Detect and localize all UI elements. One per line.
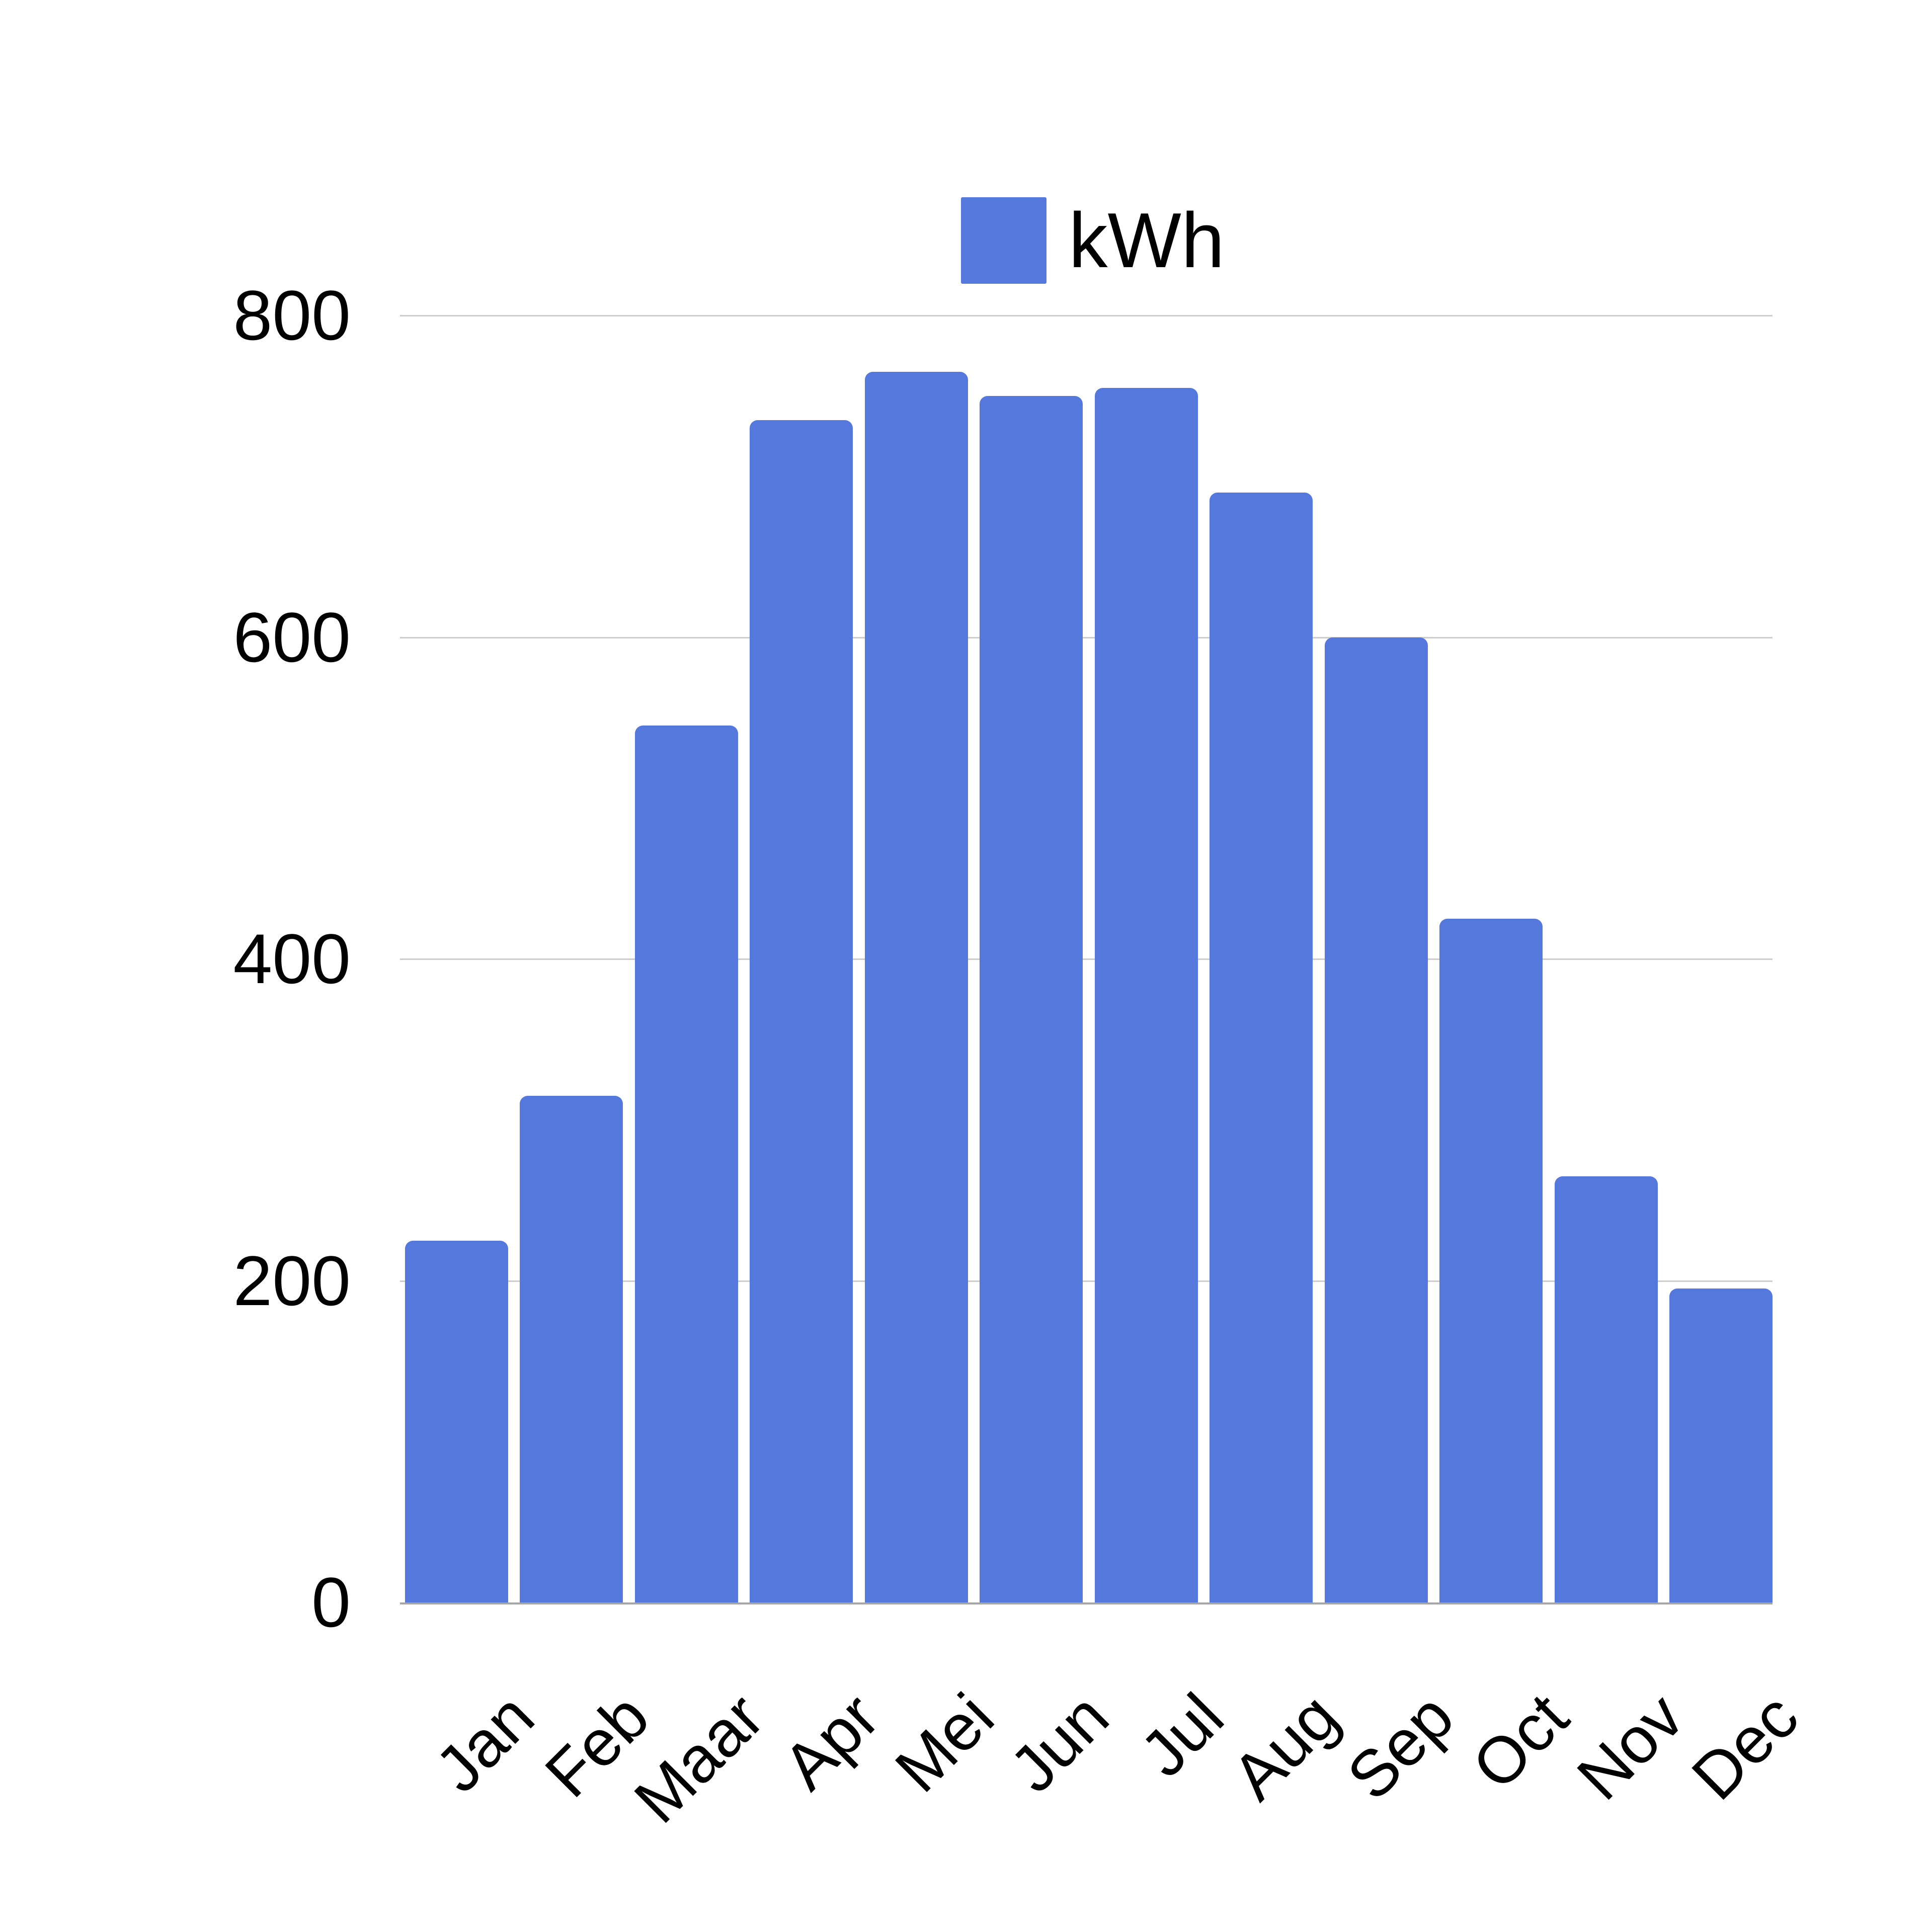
x-axis-label-aug: Aug [1218, 1679, 1352, 1814]
y-axis-label-200: 200 [233, 1241, 351, 1320]
gridline-800 [400, 315, 1773, 316]
bar-oct[interactable] [1439, 919, 1543, 1602]
x-axis-label-nov: Nov [1563, 1679, 1698, 1814]
y-axis-label-400: 400 [233, 919, 351, 998]
bar-sep[interactable] [1324, 637, 1428, 1602]
gridline-200 [400, 1280, 1773, 1282]
bar-jul[interactable] [1094, 387, 1198, 1602]
bar-dec[interactable] [1669, 1289, 1773, 1602]
bar-jan[interactable] [405, 1240, 508, 1602]
x-axis-baseline [400, 1602, 1773, 1604]
x-axis-label-apr: Apr [768, 1679, 893, 1804]
x-axis-label-maar: Maar [620, 1679, 778, 1837]
bar-mei[interactable] [864, 371, 968, 1602]
x-axis-label-jul: Jul [1126, 1679, 1238, 1791]
bar-nov[interactable] [1554, 1176, 1658, 1602]
x-axis-label-oct: Oct [1458, 1679, 1582, 1804]
x-axis-label-jun: Jun [996, 1679, 1122, 1806]
y-axis-label-800: 800 [233, 276, 351, 355]
legend[interactable]: kWh [961, 197, 1225, 284]
bar-feb[interactable] [520, 1095, 623, 1602]
gridline-400 [400, 958, 1773, 960]
bar-maar[interactable] [634, 726, 738, 1602]
x-axis-label-sep: Sep [1333, 1679, 1468, 1814]
bar-aug[interactable] [1210, 492, 1313, 1602]
legend-label: kWh [1069, 197, 1225, 284]
legend-swatch-kwh [961, 197, 1046, 284]
bar-apr[interactable] [750, 420, 853, 1602]
gridline-600 [400, 636, 1773, 638]
x-axis-label-jan: Jan [421, 1679, 548, 1806]
x-axis-label-mei: Mei [881, 1679, 1008, 1806]
x-axis-label-dec: Dec [1677, 1679, 1812, 1814]
y-axis-label-600: 600 [233, 597, 351, 677]
y-axis-label-0: 0 [311, 1563, 351, 1642]
bar-jun[interactable] [980, 395, 1083, 1602]
